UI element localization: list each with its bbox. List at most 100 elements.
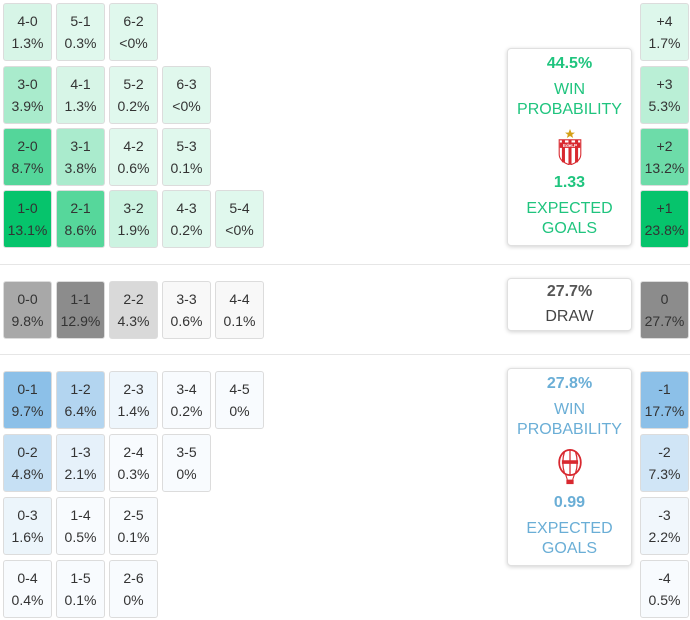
cell-score: 0-2 — [17, 444, 38, 460]
cell-pct: <0% — [225, 222, 254, 238]
cell-score: 3-3 — [176, 291, 197, 307]
cell-pct: 9.8% — [11, 313, 44, 329]
cell-score: -4 — [658, 570, 671, 586]
score-cell-away[interactable]: 0-2 4.8% — [3, 434, 52, 492]
cell-score: 6-3 — [176, 76, 197, 92]
cell-score: 2-6 — [123, 570, 144, 586]
cell-pct: 8.6% — [64, 222, 97, 238]
score-cell-draw[interactable]: 3-3 0.6% — [162, 281, 211, 339]
score-cell-home[interactable]: 3-2 1.9% — [109, 190, 158, 248]
score-cell-home[interactable]: 2-0 8.7% — [3, 128, 52, 186]
score-cell-home[interactable]: 4-1 1.3% — [56, 66, 105, 124]
cell-score: 1-1 — [70, 291, 91, 307]
cell-score: -3 — [658, 507, 671, 523]
score-cell-draw[interactable]: 2-2 4.3% — [109, 281, 158, 339]
score-cell-draw[interactable]: 0-0 9.8% — [3, 281, 52, 339]
cell-pct: 1.6% — [11, 529, 44, 545]
away-xg-value: 0.99 — [553, 494, 586, 511]
cell-pct: 0.5% — [64, 529, 97, 545]
cell-pct: 23.8% — [644, 222, 685, 238]
score-cell-draw[interactable]: 4-4 0.1% — [215, 281, 264, 339]
cell-pct: 0% — [123, 592, 144, 608]
home-win-label-2: PROBABILITY — [517, 101, 622, 118]
score-cell-away[interactable]: 1-3 2.1% — [56, 434, 105, 492]
score-cell-home[interactable]: 1-0 13.1% — [3, 190, 52, 248]
away-xg-label-2: GOALS — [541, 540, 598, 557]
cell-score: 6-2 — [123, 13, 144, 29]
score-cell-home[interactable]: 3-1 3.8% — [56, 128, 105, 186]
cell-pct: 0% — [176, 466, 197, 482]
score-cell-away[interactable]: 4-5 0% — [215, 371, 264, 429]
cell-pct: 0% — [229, 403, 250, 419]
score-cell-home[interactable]: 2-1 8.6% — [56, 190, 105, 248]
score-cell-home[interactable]: 4-3 0.2% — [162, 190, 211, 248]
cell-score: 1-0 — [17, 200, 38, 216]
cell-pct: <0% — [119, 35, 148, 51]
cell-pct: 0.1% — [223, 313, 256, 329]
cell-score: 1-5 — [70, 570, 91, 586]
cell-pct: 3.9% — [11, 98, 44, 114]
score-cell-away[interactable]: 1-5 0.1% — [56, 560, 105, 618]
score-cell-home[interactable]: 5-4 <0% — [215, 190, 264, 248]
score-cell-away[interactable]: 0-1 9.7% — [3, 371, 52, 429]
score-cell-away[interactable]: 1-4 0.5% — [56, 497, 105, 555]
score-cell-away[interactable]: 2-4 0.3% — [109, 434, 158, 492]
cell-score: 2-5 — [123, 507, 144, 523]
home-win-label-1: WIN — [553, 81, 586, 98]
score-cell-home[interactable]: 5-1 0.3% — [56, 3, 105, 61]
cell-score: 2-2 — [123, 291, 144, 307]
cell-score: 3-1 — [70, 138, 91, 154]
score-cell-away[interactable]: 3-4 0.2% — [162, 371, 211, 429]
score-cell-away[interactable]: 0-4 0.4% — [3, 560, 52, 618]
cell-score: 1-2 — [70, 381, 91, 397]
cell-score: 5-3 — [176, 138, 197, 154]
cell-score: 4-1 — [70, 76, 91, 92]
score-cell-home[interactable]: 6-2 <0% — [109, 3, 158, 61]
home-xg-label-1: EXPECTED — [526, 200, 613, 217]
score-cell-away[interactable]: 1-2 6.4% — [56, 371, 105, 429]
cell-pct: 1.4% — [117, 403, 150, 419]
score-cell-away[interactable]: 0-3 1.6% — [3, 497, 52, 555]
score-cell-away[interactable]: 2-6 0% — [109, 560, 158, 618]
score-cell-home[interactable]: 6-3 <0% — [162, 66, 211, 124]
score-cell-draw[interactable]: 1-1 12.9% — [56, 281, 105, 339]
score-cell-away[interactable]: 2-3 1.4% — [109, 371, 158, 429]
margin-cell[interactable]: +1 23.8% — [640, 190, 689, 248]
cell-pct: 5.3% — [648, 98, 681, 114]
margin-cell[interactable]: +3 5.3% — [640, 66, 689, 124]
margin-cell[interactable]: -1 17.7% — [640, 371, 689, 429]
cell-pct: 0.3% — [117, 466, 150, 482]
score-cell-home[interactable]: 3-0 3.9% — [3, 66, 52, 124]
divider-draw-away — [0, 354, 690, 355]
cell-score: 5-1 — [70, 13, 91, 29]
cell-pct: 0.2% — [117, 98, 150, 114]
cell-score: 1-4 — [70, 507, 91, 523]
draw-pct: 27.7% — [546, 283, 593, 300]
score-cell-home[interactable]: 4-0 1.3% — [3, 3, 52, 61]
cell-pct: 17.7% — [644, 403, 685, 419]
cell-score: 4-0 — [17, 13, 38, 29]
score-cell-home[interactable]: 5-3 0.1% — [162, 128, 211, 186]
cell-pct: 13.1% — [7, 222, 48, 238]
huracan-balloon-crest-icon — [557, 449, 582, 485]
cell-score: 3-5 — [176, 444, 197, 460]
cell-score: +1 — [656, 200, 673, 216]
cell-pct: 2.2% — [648, 529, 681, 545]
margin-cell[interactable]: +2 13.2% — [640, 128, 689, 186]
score-cell-away[interactable]: 3-5 0% — [162, 434, 211, 492]
home-win-card: 44.5% WIN PROBABILITY EdeLP 1.33 EXPECTE… — [507, 48, 632, 246]
score-cell-home[interactable]: 5-2 0.2% — [109, 66, 158, 124]
cell-pct: 7.3% — [648, 466, 681, 482]
draw-label: DRAW — [545, 308, 594, 325]
margin-cell[interactable]: -4 0.5% — [640, 560, 689, 618]
cell-pct: 27.7% — [644, 313, 685, 329]
margin-cell[interactable]: -3 2.2% — [640, 497, 689, 555]
margin-cell[interactable]: +4 1.7% — [640, 3, 689, 61]
margin-cell[interactable]: 0 27.7% — [640, 281, 689, 339]
margin-cell[interactable]: -2 7.3% — [640, 434, 689, 492]
cell-score: 3-2 — [123, 200, 144, 216]
score-cell-home[interactable]: 4-2 0.6% — [109, 128, 158, 186]
score-cell-away[interactable]: 2-5 0.1% — [109, 497, 158, 555]
draw-card: 27.7% DRAW — [507, 278, 632, 331]
away-win-label-1: WIN — [553, 401, 586, 418]
